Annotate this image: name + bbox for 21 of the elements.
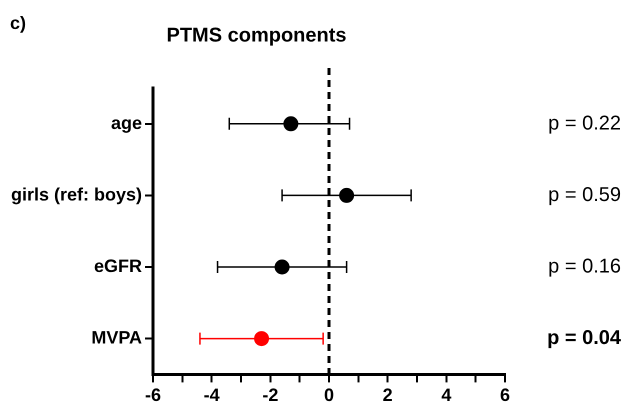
point	[254, 331, 270, 346]
text: c)	[10, 12, 26, 33]
chart-title: PTMS components	[166, 24, 347, 47]
y-tick-label: age	[110, 112, 142, 133]
x-tick-label: 6	[500, 385, 510, 406]
x-tick-label: 2	[382, 385, 393, 406]
x-tick-label: -6	[145, 385, 162, 406]
y-tick-label: MVPA	[91, 328, 142, 348]
x-tick-label: 4	[441, 385, 452, 406]
point	[283, 116, 298, 132]
x-tick-label: 0	[324, 385, 334, 406]
y-tick-label: girls (ref: boys)	[10, 184, 142, 204]
x-tick-label: -2	[262, 385, 278, 406]
text: p = 0.59	[548, 184, 621, 206]
point	[274, 260, 290, 274]
y-tick-label: eGFR	[94, 256, 142, 276]
text: p = 0.04	[547, 327, 622, 350]
point	[339, 188, 354, 203]
x-tick-label: -4	[204, 385, 220, 406]
text: p = 0.22	[548, 112, 621, 134]
text: p = 0.16	[548, 256, 621, 278]
